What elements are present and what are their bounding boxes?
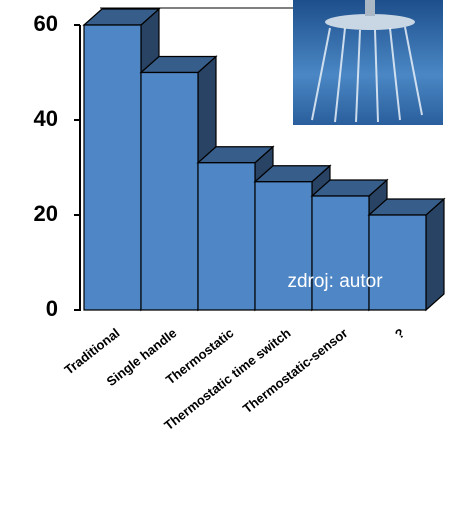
bar [369,199,444,310]
y-tick-label: 60 [34,11,58,36]
bar-front [369,215,426,310]
chart: zdroj: autor 0204060TraditionalSingle ha… [0,0,450,523]
x-tick-label: Thermostatic-sensor [240,325,351,416]
annotation: zdroj: autor [287,271,383,292]
y-tick-label: 20 [34,201,58,226]
x-tick-label: ? [392,325,408,342]
y-tick-label: 40 [34,106,58,131]
bar-side [426,199,444,310]
y-tick-label: 0 [46,296,58,321]
bar-front [141,73,198,311]
bar-front [312,196,369,310]
shower-photo [293,0,443,125]
bar-front [198,163,255,310]
bar-front [84,25,141,310]
